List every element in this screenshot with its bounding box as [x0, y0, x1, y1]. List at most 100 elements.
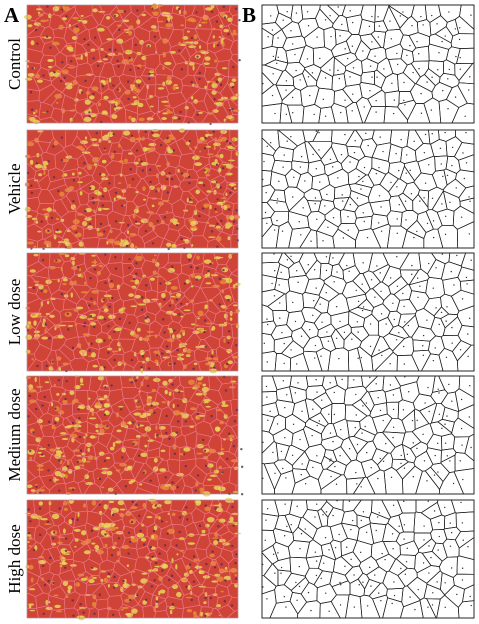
- voronoi-seed: [400, 567, 402, 570]
- tissue-spot: [140, 537, 147, 542]
- tissue-spot: [169, 610, 173, 615]
- tissue-spot: [191, 243, 194, 247]
- voronoi-seed: [298, 221, 301, 223]
- tissue-spot: [101, 159, 107, 164]
- nucleus: [131, 421, 135, 424]
- nucleus: [88, 349, 91, 352]
- voronoi-seed: [444, 215, 447, 217]
- voronoi-seed: [362, 262, 364, 264]
- tissue-spot: [216, 604, 221, 608]
- tissue-spot: [131, 117, 136, 123]
- nucleus: [29, 520, 32, 523]
- nucleus: [131, 500, 135, 504]
- voronoi-seed: [446, 455, 448, 457]
- voronoi-seed: [468, 196, 470, 198]
- tissue-spot: [174, 86, 179, 90]
- voronoi-seed: [452, 482, 455, 485]
- tissue-spot: [126, 564, 130, 568]
- voronoi-seed: [428, 572, 430, 574]
- voronoi-seed: [333, 391, 336, 394]
- voronoi-seed: [309, 328, 311, 331]
- nucleus: [192, 580, 196, 583]
- voronoi-seed: [441, 40, 443, 43]
- voronoi-seed: [431, 133, 433, 135]
- voronoi-seed: [406, 154, 408, 156]
- voronoi-seed: [370, 279, 373, 281]
- nucleus: [103, 318, 107, 321]
- voronoi-seed: [405, 561, 408, 563]
- voronoi-seed: [459, 460, 461, 462]
- nucleus: [52, 581, 55, 585]
- voronoi-seed: [267, 323, 269, 326]
- tissue-spot: [227, 236, 231, 241]
- nucleus: [103, 413, 107, 417]
- tissue-spot: [193, 362, 198, 366]
- tissue-spot: [128, 183, 131, 187]
- voronoi-seed: [427, 606, 429, 608]
- nucleus: [93, 268, 97, 271]
- tissue-spot: [67, 66, 76, 69]
- voronoi-seed: [379, 409, 382, 412]
- tissue-spot: [185, 596, 193, 599]
- voronoi-seed: [332, 166, 334, 168]
- nucleus: [89, 186, 92, 190]
- tissue-spot: [229, 82, 235, 87]
- voronoi-seed: [262, 82, 264, 85]
- voronoi-seed: [302, 207, 304, 209]
- tissue-spot: [70, 564, 77, 567]
- voronoi-seed: [312, 314, 314, 317]
- tissue-spot: [194, 83, 199, 89]
- voronoi-seed: [348, 447, 351, 450]
- voronoi-seed: [318, 149, 320, 151]
- voronoi-seed: [298, 585, 301, 588]
- voronoi-seed: [440, 163, 442, 165]
- nucleus: [103, 366, 106, 369]
- voronoi-seed: [286, 140, 288, 142]
- voronoi-seed: [337, 69, 339, 72]
- voronoi-seed: [470, 604, 472, 607]
- tissue-spot: [186, 608, 193, 613]
- voronoi-seed: [304, 483, 307, 485]
- nucleus: [107, 572, 111, 576]
- nucleus: [65, 380, 68, 383]
- tissue-spot: [205, 133, 209, 138]
- voronoi-seed: [400, 462, 402, 465]
- tissue-spot: [85, 207, 92, 213]
- tissue-spot: [170, 285, 178, 290]
- voronoi-frame: [261, 252, 475, 372]
- tissue-spot: [203, 259, 212, 264]
- nucleus: [93, 612, 96, 615]
- nucleus: [141, 355, 145, 358]
- tissue-spot: [146, 330, 155, 333]
- tissue-spot: [38, 559, 47, 565]
- tissue-spot: [210, 4, 215, 9]
- tissue-spot: [197, 381, 202, 385]
- nucleus: [183, 282, 187, 285]
- row-label: Control: [5, 38, 24, 90]
- voronoi-seed: [368, 25, 371, 28]
- nucleus: [88, 111, 91, 114]
- voronoi-seed: [419, 285, 421, 287]
- tissue-spot: [152, 133, 160, 138]
- tissue-spot: [26, 541, 30, 543]
- tissue-spot: [157, 87, 165, 90]
- tissue-spot: [218, 201, 225, 204]
- voronoi-seed: [339, 455, 341, 457]
- tissue-spot: [201, 529, 206, 534]
- nucleus: [235, 408, 239, 412]
- tissue-spot: [118, 347, 122, 352]
- nucleus: [178, 313, 181, 316]
- tissue-spot: [195, 500, 201, 506]
- voronoi-cell: [406, 219, 427, 239]
- tissue-spot: [156, 20, 164, 23]
- voronoi-seed: [451, 326, 453, 329]
- nucleus: [120, 408, 123, 411]
- nucleus: [232, 524, 235, 527]
- tissue-spot: [47, 242, 52, 247]
- tissue-spot: [164, 61, 172, 66]
- tissue-spot: [220, 96, 229, 100]
- voronoi-seed: [291, 196, 294, 198]
- tissue-spot: [209, 553, 215, 558]
- nucleus: [214, 207, 217, 211]
- tissue-spot: [186, 197, 189, 203]
